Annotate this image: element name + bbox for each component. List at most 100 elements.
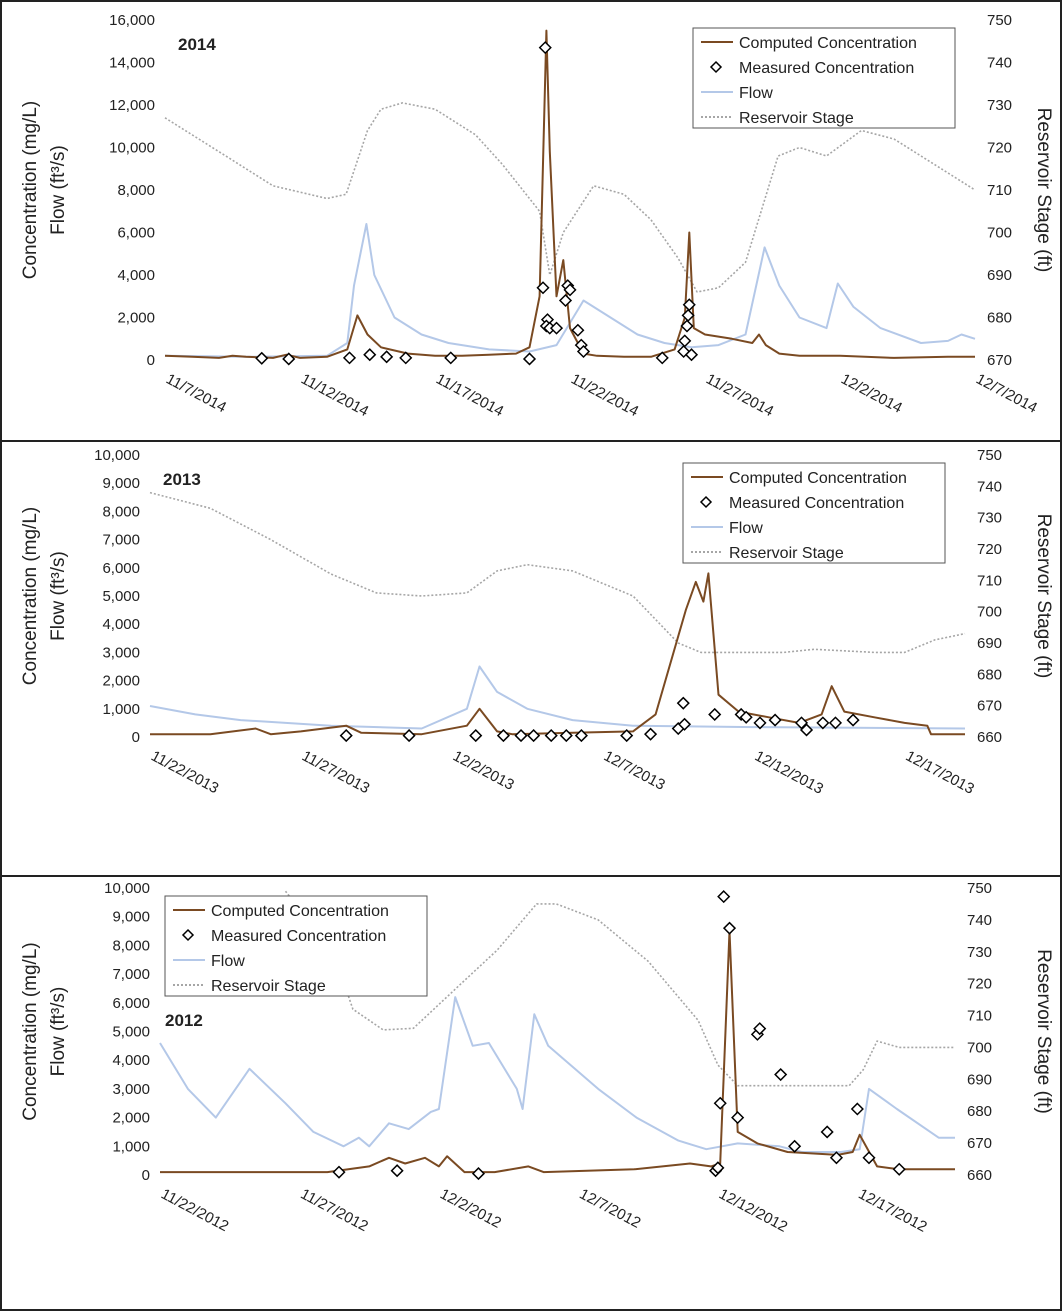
y-tick-label: 3,000: [112, 1081, 150, 1098]
data-point: [571, 323, 585, 337]
y-tick-label: 7,000: [112, 966, 150, 983]
y2-axis-label: Reservoir Stage (ft): [1033, 108, 1054, 273]
y-tick-label: 4,000: [112, 1052, 150, 1069]
y-axis-label: Concentration (mg/L): [20, 101, 41, 279]
y-tick-label: 9,000: [102, 475, 140, 492]
y2-tick-label: 750: [967, 880, 992, 897]
data-point: [380, 350, 394, 364]
legend: Computed Concentration Measured Concentra…: [164, 895, 428, 997]
x-tick-label: 12/12/2012: [716, 1186, 790, 1236]
data-point: [862, 1151, 876, 1165]
data-point: [788, 1139, 802, 1153]
data-point: [496, 729, 510, 743]
y-tick-label: 16,000: [109, 12, 155, 29]
data-point: [514, 729, 528, 743]
legend-box: [692, 27, 956, 129]
data-point: [768, 713, 782, 727]
y-tick-label: 1,000: [112, 1138, 150, 1155]
series-line: [160, 930, 955, 1174]
data-point: [549, 321, 564, 335]
y2-tick-label: 700: [977, 604, 1002, 621]
y2-tick-label: 690: [977, 635, 1002, 652]
legend-marker: [699, 495, 713, 509]
data-point: [846, 713, 860, 727]
y2-tick-label: 730: [967, 944, 992, 961]
data-point: [684, 348, 699, 362]
data-point: [731, 1111, 745, 1125]
y-tick-label: 5,000: [112, 1024, 150, 1041]
y-tick-label: 8,000: [112, 937, 150, 954]
data-point: [363, 348, 377, 362]
y-tick-label: 2,000: [117, 310, 155, 327]
y2-tick-label: 740: [987, 55, 1012, 72]
legend-label: Computed Concentration: [729, 470, 907, 487]
data-point: [522, 352, 537, 366]
y2-tick-label: 700: [987, 225, 1012, 242]
y-tick-label: 0: [132, 729, 140, 746]
x-tick-label: 12/7/2012: [577, 1186, 644, 1232]
x-tick-label: 11/22/2014: [568, 371, 641, 421]
y-tick-label: 6,000: [102, 560, 140, 577]
data-point: [538, 41, 552, 55]
y2-tick-label: 690: [987, 267, 1012, 284]
y-tick-label: 8,000: [102, 503, 140, 520]
y-tick-label: 1,000: [102, 701, 140, 718]
legend-box: [164, 895, 428, 997]
y2-tick-label: 720: [987, 140, 1012, 157]
legend-label: Reservoir Stage: [729, 545, 844, 562]
y2-axis-label: Reservoir Stage (ft): [1033, 949, 1054, 1114]
x-tick-label: 12/17/2013: [903, 748, 977, 798]
data-point: [681, 308, 695, 322]
x-tick-label: 11/22/2012: [158, 1186, 231, 1236]
data-point: [753, 1022, 767, 1036]
data-point: [722, 921, 737, 935]
data-point: [655, 351, 669, 365]
panel-separator: [0, 875, 1062, 877]
y-tick-label: 7,000: [102, 532, 140, 549]
y2-tick-label: 720: [967, 976, 992, 993]
data-point: [753, 716, 767, 730]
data-point: [576, 344, 591, 359]
y2-tick-label: 700: [967, 1039, 992, 1056]
data-point: [332, 1165, 346, 1179]
x-tick-label: 11/7/2014: [163, 371, 229, 417]
legend: Computed Concentration Measured Concentra…: [692, 27, 956, 129]
chart-panel: 0 1,000 2,000 3,000 4,000 5,000 6,000 7,000 8,00…: [20, 447, 1054, 798]
series-line: [164, 29, 975, 359]
x-tick-label: 12/2/2013: [450, 748, 517, 794]
y2-tick-label: 660: [977, 729, 1002, 746]
panel-year: 2013: [163, 470, 201, 489]
y-tick-label: 3,000: [102, 644, 140, 661]
data-point: [680, 319, 694, 333]
y2-tick-label: 750: [977, 447, 1002, 464]
y-tick-label: 10,000: [109, 140, 155, 157]
y-tick-label: 6,000: [112, 995, 150, 1012]
legend-marker: [181, 928, 195, 942]
legend-label: Flow: [211, 953, 245, 970]
x-tick-label: 11/12/2014: [298, 371, 371, 421]
legend-box: [682, 462, 946, 564]
y-tick-label: 4,000: [117, 267, 155, 284]
y-tick-label: 9,000: [112, 909, 150, 926]
y2-tick-label: 740: [977, 478, 1002, 495]
data-point: [255, 351, 269, 365]
data-point: [339, 729, 353, 743]
data-point: [828, 716, 843, 730]
x-tick-label: 12/12/2013: [752, 748, 826, 798]
data-point: [342, 351, 357, 365]
y2-tick-label: 730: [987, 97, 1012, 114]
data-point: [739, 710, 753, 724]
y2-tick-label: 680: [967, 1103, 992, 1120]
x-tick-label: 11/27/2012: [298, 1186, 371, 1236]
chart-panel: 0 2,000 4,000 6,000 8,000 10,000 12,000 14,000 1…: [20, 12, 1054, 421]
panel-year: 2012: [165, 1011, 203, 1030]
stage-line: [164, 102, 976, 293]
y-tick-label: 0: [147, 352, 155, 369]
data-point: [282, 352, 296, 366]
data-point: [527, 729, 541, 743]
panel-year: 2014: [178, 35, 216, 54]
x-tick-label: 12/17/2012: [855, 1186, 929, 1236]
y-tick-label: 5,000: [102, 588, 140, 605]
stage-line: [149, 491, 966, 654]
